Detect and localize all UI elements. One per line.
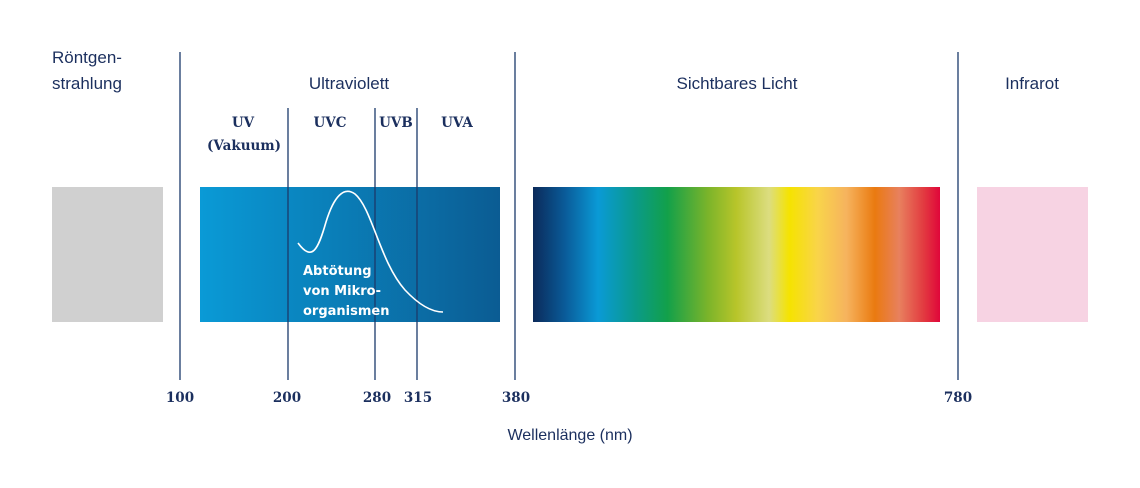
germicidal-curve xyxy=(297,190,444,313)
uv-block xyxy=(200,187,500,322)
wavelength-label: 280 xyxy=(363,390,391,406)
region-label: Röntgen- xyxy=(52,48,122,67)
infrared-block xyxy=(977,187,1088,322)
xray-block xyxy=(52,187,163,322)
band-label: UVB xyxy=(379,115,413,131)
visible-block xyxy=(533,187,940,322)
axis-label: Wellenlänge (nm) xyxy=(507,427,632,444)
wavelength-label: 780 xyxy=(944,390,972,406)
band-label: UVC xyxy=(314,115,347,131)
annotation: Abtötung xyxy=(303,264,372,279)
region-label: Ultraviolett xyxy=(309,74,390,93)
wavelength-label: 315 xyxy=(404,390,432,406)
annotation: organismen xyxy=(303,304,390,319)
band-label: (Vakuum) xyxy=(207,138,281,154)
band-label: UVA xyxy=(441,115,473,131)
region-label: Infrarot xyxy=(1005,74,1059,93)
annotation: von Mikro- xyxy=(303,284,381,299)
band-label: UV xyxy=(232,115,255,131)
wavelength-label: 380 xyxy=(502,390,530,406)
wavelength-label: 200 xyxy=(273,390,301,406)
wavelength-label: 100 xyxy=(166,390,194,406)
region-label: Sichtbares Licht xyxy=(677,74,798,93)
region-label: strahlung xyxy=(52,74,122,93)
